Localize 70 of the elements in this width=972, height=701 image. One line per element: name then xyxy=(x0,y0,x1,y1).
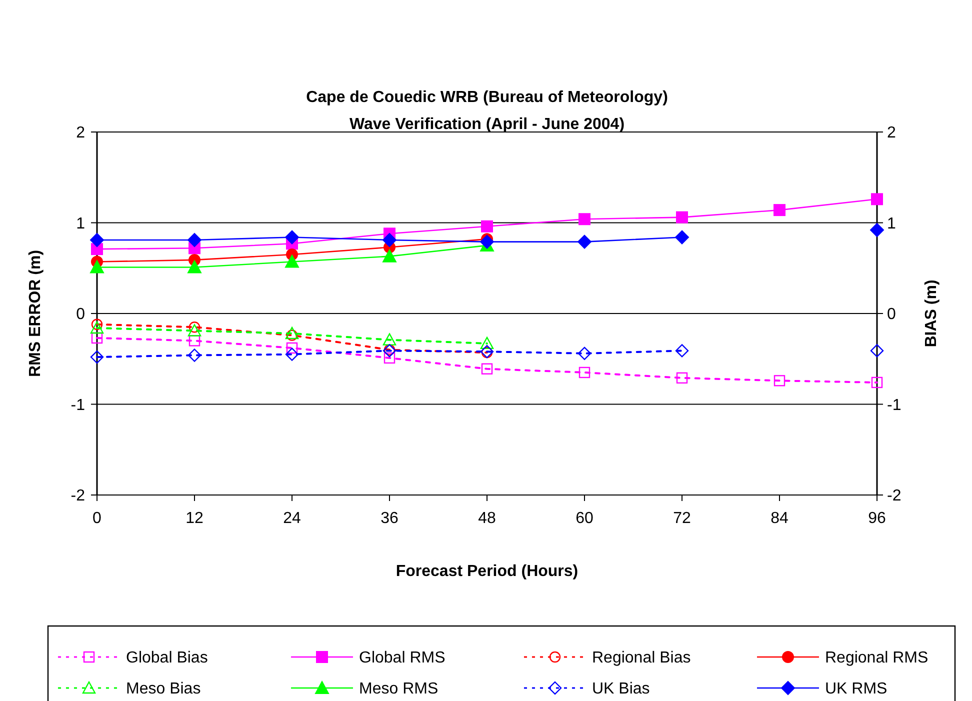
point xyxy=(188,322,200,333)
point xyxy=(480,336,494,350)
point xyxy=(90,232,104,247)
legend-label: Meso RMS xyxy=(359,680,438,698)
x-tick-label: 12 xyxy=(186,510,204,527)
point xyxy=(285,254,299,268)
point xyxy=(382,249,396,262)
point xyxy=(774,204,786,216)
y2-axis-title: BIAS (m) xyxy=(923,280,940,348)
point xyxy=(578,346,592,360)
point xyxy=(481,363,493,374)
point xyxy=(676,211,688,224)
point xyxy=(382,333,396,346)
x-axis-title: Forecast Period (Hours) xyxy=(396,563,578,580)
point xyxy=(578,366,590,378)
point xyxy=(90,350,104,364)
point xyxy=(90,321,104,334)
y-tick-label: 1 xyxy=(76,215,86,232)
y2-tick-label: -1 xyxy=(887,396,902,414)
legend-label: Regional RMS xyxy=(825,650,928,667)
legend-label: Meso Bias xyxy=(126,680,201,698)
point xyxy=(870,344,884,358)
y-tick-label: 2 xyxy=(76,124,86,142)
point xyxy=(285,230,299,244)
legend-label: UK Bias xyxy=(592,680,650,698)
point xyxy=(870,223,884,238)
legend-label: UK RMS xyxy=(825,680,888,698)
point xyxy=(91,318,103,330)
y2-tick-label: 0 xyxy=(887,306,896,324)
x-tick-label: 36 xyxy=(380,510,398,527)
point xyxy=(675,230,689,244)
point xyxy=(286,330,298,341)
y-tick-label: 0 xyxy=(76,306,86,324)
point xyxy=(382,232,396,247)
legend-label: Global RMS xyxy=(359,650,446,667)
point xyxy=(384,352,396,364)
y-tick-label: -1 xyxy=(70,396,86,414)
x-tick-label: 24 xyxy=(283,510,301,527)
y2-tick-label: 2 xyxy=(887,124,896,142)
point xyxy=(578,213,590,226)
y2-tick-label: 1 xyxy=(887,215,896,232)
point xyxy=(578,234,592,249)
point xyxy=(774,375,786,386)
point xyxy=(675,344,689,358)
point xyxy=(188,324,202,336)
point xyxy=(188,232,202,247)
chart-subtitle: Wave Verification (April - June 2004) xyxy=(349,116,625,133)
x-tick-label: 60 xyxy=(576,510,594,527)
point xyxy=(871,376,883,388)
legend-label: Regional Bias xyxy=(592,650,691,667)
y-axis-title: RMS ERROR (m) xyxy=(27,250,44,378)
y-tick-label: -2 xyxy=(70,488,86,505)
point xyxy=(286,342,298,354)
point xyxy=(676,372,688,384)
point xyxy=(90,260,104,274)
x-tick-label: 0 xyxy=(92,510,102,527)
x-tick-label: 96 xyxy=(868,510,886,527)
y2-tick-label: -2 xyxy=(887,488,902,505)
x-tick-label: 84 xyxy=(770,510,788,527)
point xyxy=(188,260,202,274)
point xyxy=(481,220,493,232)
point xyxy=(188,348,202,362)
x-tick-label: 48 xyxy=(478,510,496,527)
point xyxy=(871,193,883,206)
point xyxy=(285,326,299,340)
point xyxy=(285,348,299,361)
chart-title: Cape de Couedic WRB (Bureau of Meteorology) xyxy=(306,89,668,106)
legend-label: Global Bias xyxy=(126,650,208,667)
x-tick-label: 72 xyxy=(673,510,691,527)
point xyxy=(480,234,494,249)
